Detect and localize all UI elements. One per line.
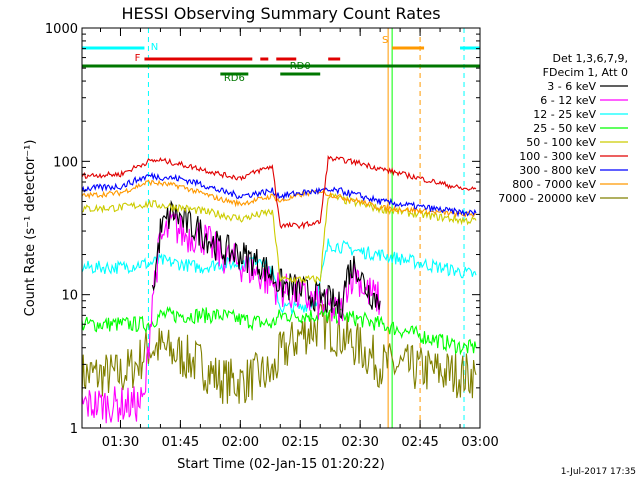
x-axis-label: Start Time (02-Jan-15 01:20:22) <box>177 457 385 472</box>
y-tick-label-1: 10 <box>61 289 78 304</box>
legend-label-3: 25 - 50 keV <box>533 122 596 135</box>
x-tick-label-1: 01:45 <box>162 435 199 450</box>
legend-label-4: 50 - 100 keV <box>526 136 596 149</box>
flag-label-5: RD0 <box>290 61 311 72</box>
legend-label-1: 6 - 12 keV <box>540 94 596 107</box>
series-line-6 <box>82 171 477 218</box>
legend-label-5: 100 - 300 keV <box>519 150 596 163</box>
plot-area: N S F RD6 RD0 <box>82 28 480 428</box>
x-tick-label-6: 03:00 <box>461 435 498 450</box>
legend-label-7: 800 - 7000 keV <box>512 178 596 191</box>
y-tick-label-3: 1000 <box>45 22 78 37</box>
series-line-4 <box>82 193 477 285</box>
x-tick-label-3: 02:15 <box>282 435 319 450</box>
flag-label-0: N <box>151 42 158 53</box>
chart-title: HESSI Observing Summary Count Rates <box>121 4 440 23</box>
series-line-2 <box>82 238 477 315</box>
axes: 01:30 01:45 02:00 02:15 02:30 02:45 03:00 1 10 10… <box>45 22 499 450</box>
flag-label-1: S <box>382 35 388 46</box>
legend-label-8: 7000 - 20000 keV <box>498 192 596 205</box>
series-line-3 <box>82 305 477 356</box>
legend-label-2: 12 - 25 keV <box>533 108 596 121</box>
legend-label-0: 3 - 6 keV <box>547 80 596 93</box>
series-line-8 <box>82 303 477 404</box>
legend-label-6: 300 - 800 keV <box>519 164 596 177</box>
legend-header-line-1: Det 1,3,6,7,9, <box>552 52 628 65</box>
series-line-7 <box>82 179 477 218</box>
x-tick-label-2: 02:00 <box>222 435 259 450</box>
x-tick-label-4: 02:30 <box>341 435 378 450</box>
series-line-5 <box>82 155 477 230</box>
x-tick-label-0: 01:30 <box>102 435 139 450</box>
flag-label-2: F <box>135 53 141 64</box>
series-line-1 <box>82 210 381 424</box>
flag-label-4: RD6 <box>224 73 245 84</box>
y-axis-label: Count Rate (s⁻¹ detector⁻¹) <box>23 140 38 317</box>
plot-frame <box>81 27 481 429</box>
series-line-0 <box>151 199 381 320</box>
footer-date: 1-Jul-2017 17:35 <box>561 467 636 477</box>
y-tick-label-0: 1 <box>70 422 78 437</box>
x-tick-label-5: 02:45 <box>401 435 438 450</box>
legend-header-line-2: FDecim 1, Att 0 <box>543 66 628 79</box>
legend: Det 1,3,6,7,9, FDecim 1, Att 0 3 - 6 keV… <box>498 52 628 205</box>
y-tick-label-2: 100 <box>53 155 78 170</box>
